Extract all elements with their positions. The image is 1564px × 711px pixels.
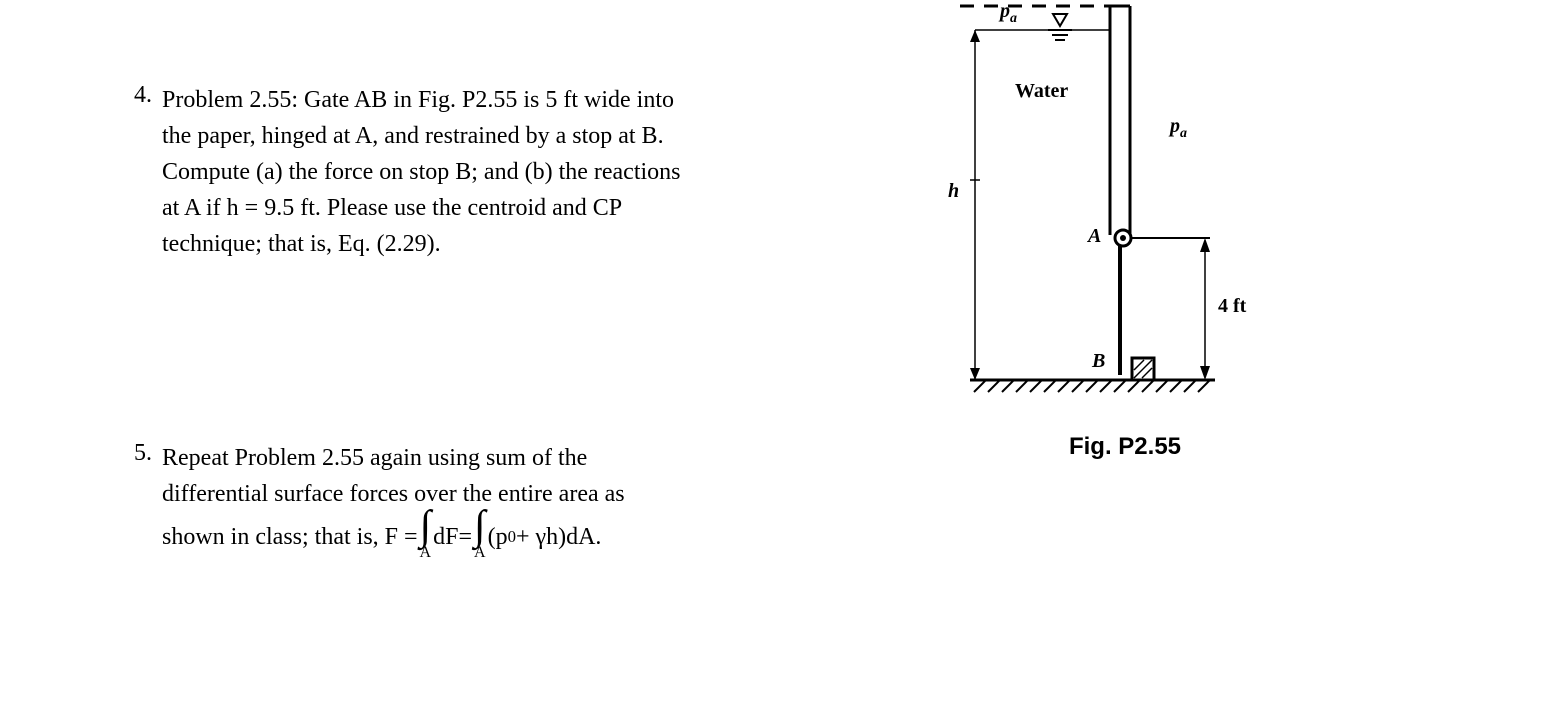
label-water: Water bbox=[1015, 80, 1068, 103]
problem-4: 4. Problem 2.55: Gate AB in Fig. P2.55 i… bbox=[120, 82, 780, 262]
p5-line1: Repeat Problem 2.55 again using sum of t… bbox=[162, 445, 587, 471]
p4-line3: Compute (a) the force on stop B; and (b)… bbox=[162, 159, 681, 185]
p4-line2: the paper, hinged at A, and restrained b… bbox=[162, 123, 664, 149]
figure-svg bbox=[960, 0, 1280, 410]
integral-1: ∫ A bbox=[420, 512, 432, 561]
label-4ft: 4 ft bbox=[1218, 295, 1246, 318]
label-pa-top: pa bbox=[1000, 0, 1017, 27]
integral-symbol-2: ∫ bbox=[474, 512, 486, 541]
p4-line4: at A if h = 9.5 ft. Please use the centr… bbox=[162, 195, 622, 221]
figure-caption: Fig. P2.55 bbox=[970, 433, 1280, 461]
problem-5-text: Repeat Problem 2.55 again using sum of t… bbox=[162, 440, 625, 561]
eq-body: (p bbox=[488, 519, 508, 555]
integral-2: ∫ A bbox=[474, 512, 486, 561]
p4-line1: Problem 2.55: Gate AB in Fig. P2.55 is 5… bbox=[162, 87, 674, 113]
p5-line3a: shown in class; that is, F = bbox=[162, 519, 418, 555]
integral-sub-2: A bbox=[474, 545, 486, 561]
integral-sub-1: A bbox=[420, 545, 432, 561]
eq-body2: + γh)dA. bbox=[516, 519, 601, 555]
p5-line2: differential surface forces over the ent… bbox=[162, 481, 625, 507]
eq-p0-sub: 0 bbox=[508, 524, 516, 549]
label-h: h bbox=[948, 180, 959, 203]
eq-dF: dF bbox=[433, 519, 458, 555]
eq-equals: = bbox=[458, 519, 472, 555]
problem-5-number: 5. bbox=[120, 440, 162, 467]
problem-5: 5. Repeat Problem 2.55 again using sum o… bbox=[120, 440, 820, 561]
label-B: B bbox=[1092, 350, 1105, 373]
label-pa-right: pa bbox=[1170, 115, 1187, 142]
label-A: A bbox=[1088, 225, 1101, 248]
p5-equation-line: shown in class; that is, F = ∫ A dF = ∫ … bbox=[162, 512, 601, 561]
integral-symbol-1: ∫ bbox=[420, 512, 432, 541]
problem-4-number: 4. bbox=[120, 82, 162, 109]
p4-line5: technique; that is, Eq. (2.29). bbox=[162, 231, 441, 257]
problem-4-text: Problem 2.55: Gate AB in Fig. P2.55 is 5… bbox=[162, 82, 681, 262]
figure-p2-55: pa Water pa h A B 4 ft Fig. P2.55 bbox=[960, 0, 1280, 461]
